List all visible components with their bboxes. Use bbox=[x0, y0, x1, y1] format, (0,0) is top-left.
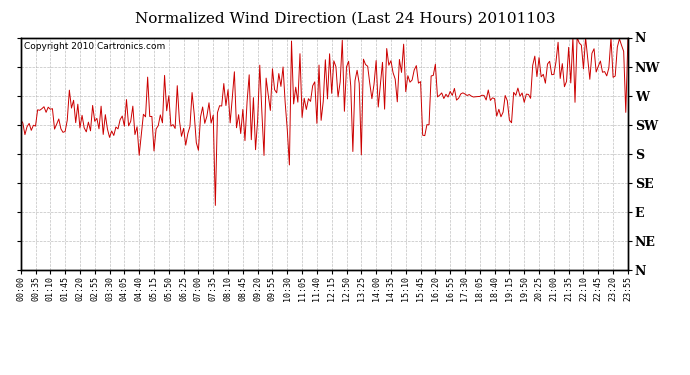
Text: Normalized Wind Direction (Last 24 Hours) 20101103: Normalized Wind Direction (Last 24 Hours… bbox=[135, 11, 555, 25]
Text: Copyright 2010 Cartronics.com: Copyright 2010 Cartronics.com bbox=[23, 42, 165, 51]
